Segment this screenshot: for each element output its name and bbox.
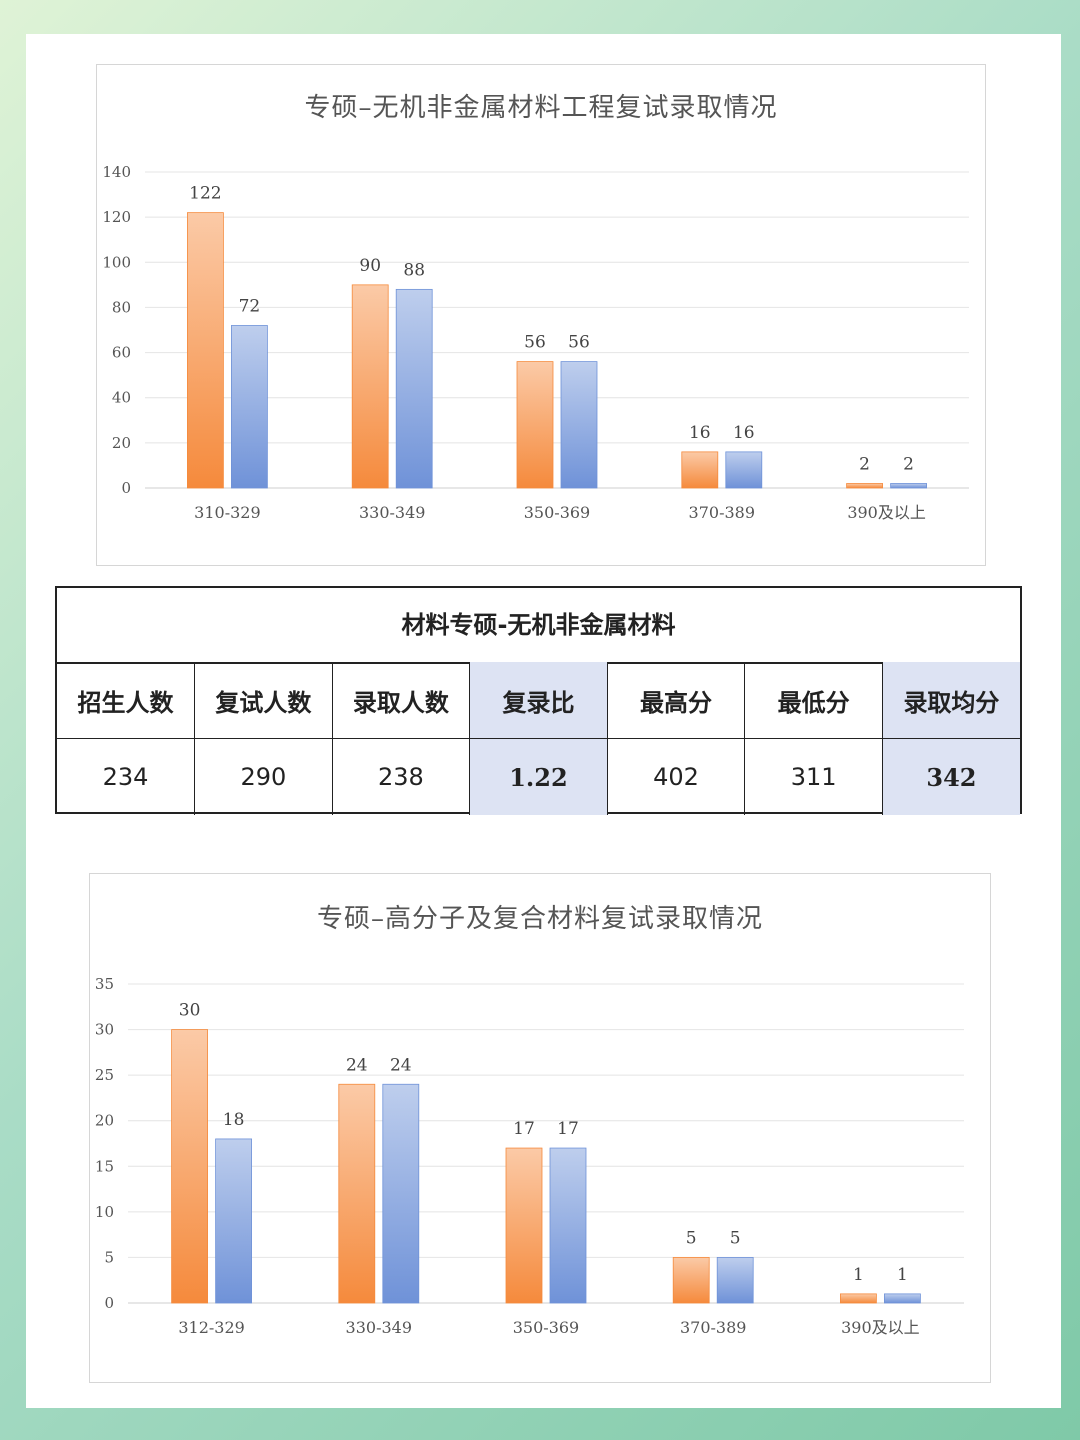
value-cell: 290: [194, 738, 333, 815]
chart-title: 专硕–无机非金属材料工程复试录取情况: [304, 93, 778, 123]
data-label: 56: [524, 333, 546, 353]
stats-table: 材料专硕-无机非金属材料 招生人数 复试人数 录取人数 复录比 最高分 最低分 …: [55, 586, 1022, 815]
data-label: 88: [403, 260, 425, 280]
bar: [560, 361, 598, 489]
data-label: 1: [897, 1265, 908, 1285]
data-label: 17: [513, 1119, 535, 1139]
bar: [382, 1083, 420, 1304]
data-label: 1: [853, 1265, 864, 1285]
data-label: 5: [686, 1228, 697, 1248]
y-tick-label: 140: [102, 163, 131, 181]
data-label: 24: [346, 1055, 368, 1075]
y-tick-label: 35: [95, 975, 114, 993]
bar: [215, 1138, 252, 1304]
data-label: 18: [223, 1110, 245, 1130]
bar: [187, 212, 224, 489]
data-label: 5: [730, 1228, 741, 1248]
x-tick-label: 330-349: [346, 1318, 412, 1337]
y-tick-label: 10: [95, 1203, 114, 1221]
y-tick-label: 25: [95, 1066, 114, 1084]
y-tick-label: 120: [102, 208, 131, 226]
chart-svg: 0 20 40 60 80 100 120 140 122 72 310-329 90 88 330-34…: [102, 163, 969, 522]
x-tick-label: 370-389: [680, 1318, 746, 1337]
stats-grid: 招生人数 复试人数 录取人数 复录比 最高分 最低分 录取均分 234 290 …: [57, 662, 1020, 815]
x-tick-label: 330-349: [359, 503, 425, 522]
bar: [505, 1147, 543, 1304]
y-tick-label: 20: [112, 434, 131, 452]
bar: [884, 1293, 921, 1304]
data-label: 16: [733, 423, 755, 443]
data-label: 2: [859, 454, 870, 474]
chart-inorganic-materials: 专硕–无机非金属材料工程复试录取情况 0 20 40 60 80 100 120 140 122…: [96, 64, 986, 566]
value-cell-average: 342: [881, 738, 1020, 815]
data-label: 24: [390, 1055, 412, 1075]
y-tick-label: 0: [121, 479, 131, 497]
bar: [516, 361, 554, 489]
x-tick-label: 310-329: [194, 503, 260, 522]
x-tick-label: 350-369: [524, 503, 590, 522]
bar: [549, 1147, 587, 1304]
bar: [672, 1257, 710, 1304]
data-label: 30: [179, 1001, 201, 1021]
y-tick-label: 15: [95, 1157, 114, 1175]
bar: [171, 1029, 208, 1304]
x-tick-label: 312-329: [178, 1318, 244, 1337]
chart-title: 专硕–高分子及复合材料复试录取情况: [316, 904, 763, 934]
value-cell: 402: [606, 738, 746, 815]
stats-table-title: 材料专硕-无机非金属材料: [57, 588, 1020, 664]
header-cell: 最低分: [744, 662, 883, 739]
value-cell-ratio: 1.22: [469, 738, 608, 815]
y-tick-label: 100: [102, 253, 131, 271]
data-label: 56: [568, 333, 590, 353]
y-tick-label: 5: [104, 1248, 114, 1266]
bar: [338, 1083, 376, 1304]
y-tick-label: 20: [95, 1112, 114, 1130]
header-cell: 复试人数: [194, 662, 333, 739]
bar: [351, 284, 389, 489]
data-label: 2: [903, 454, 914, 474]
data-label: 72: [239, 296, 261, 316]
bar: [725, 451, 763, 489]
x-tick-label: 350-369: [513, 1318, 579, 1337]
header-cell: 复录比: [469, 662, 608, 739]
y-tick-label: 80: [112, 298, 131, 316]
y-tick-label: 40: [112, 389, 131, 407]
header-cell: 最高分: [606, 662, 746, 739]
header-cell: 录取人数: [331, 662, 471, 739]
data-label: 122: [189, 184, 221, 204]
y-tick-label: 0: [104, 1294, 114, 1312]
y-tick-label: 30: [95, 1021, 114, 1039]
bar: [681, 451, 719, 489]
bar: [230, 325, 268, 489]
data-label: 17: [557, 1119, 579, 1139]
value-cell: 311: [744, 738, 883, 815]
bar: [395, 288, 433, 489]
y-tick-label: 60: [112, 344, 131, 362]
x-tick-label: 390及以上: [847, 503, 926, 522]
bar: [716, 1257, 754, 1304]
chart-polymer-composites: 专硕–高分子及复合材料复试录取情况 0 5 10 15 20 25 30 35 30 18 312-…: [89, 873, 991, 1383]
bar: [846, 483, 883, 489]
data-label: 90: [359, 256, 381, 276]
bar: [890, 483, 927, 489]
x-tick-label: 390及以上: [841, 1318, 920, 1337]
value-cell: 238: [331, 738, 471, 815]
x-tick-label: 370-389: [689, 503, 755, 522]
header-cell: 招生人数: [57, 662, 196, 739]
header-cell: 录取均分: [881, 662, 1020, 739]
value-cell: 234: [57, 738, 196, 815]
data-label: 16: [689, 423, 711, 443]
bar: [840, 1293, 877, 1304]
